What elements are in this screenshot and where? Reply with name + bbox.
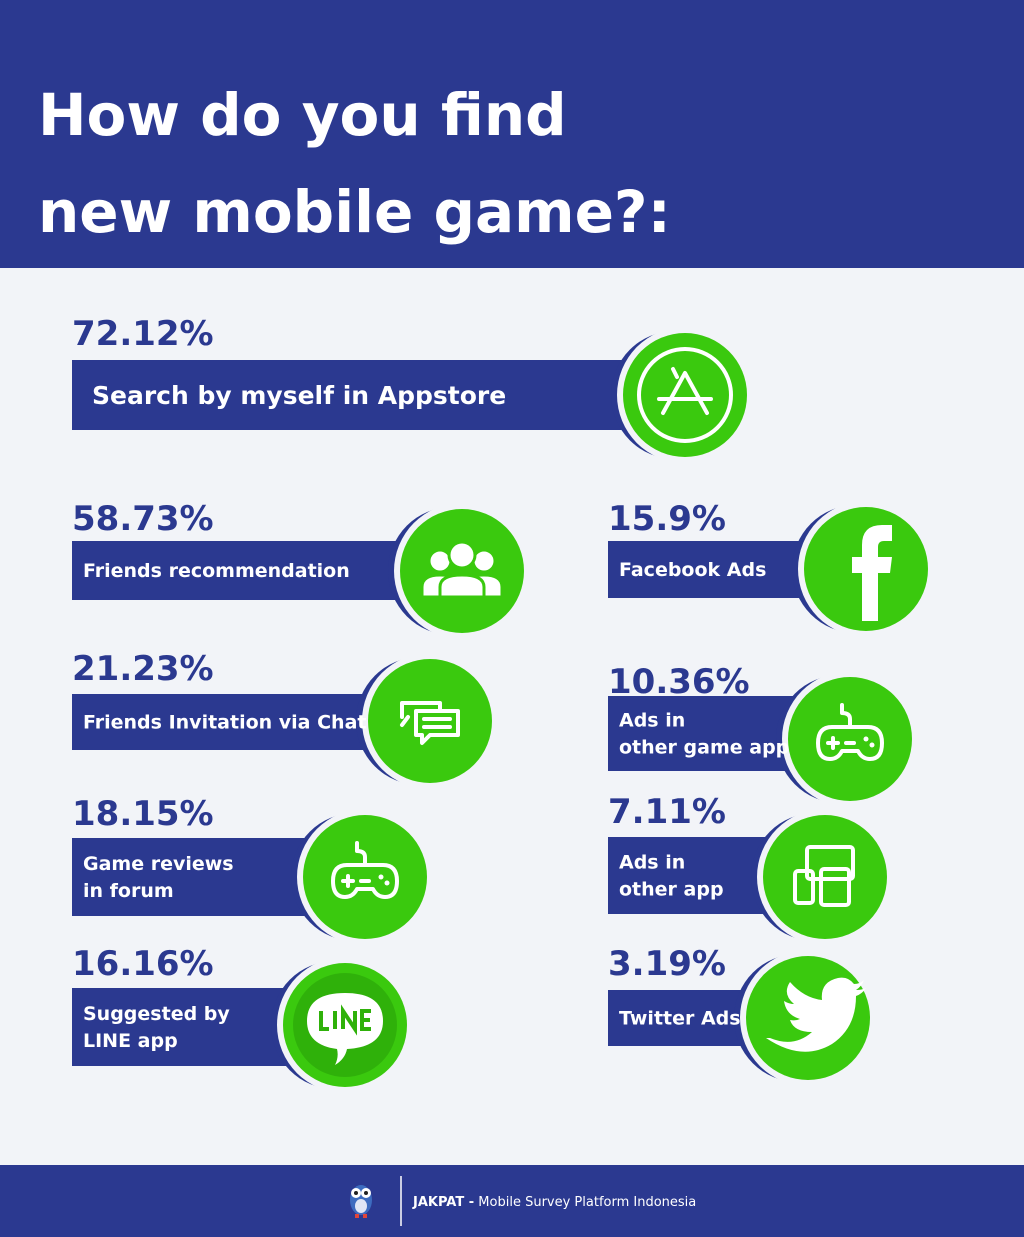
percent: 18.15% (72, 794, 214, 834)
icon-part (438, 573, 486, 599)
label-bar (72, 694, 390, 750)
icon-part (331, 863, 399, 899)
icon-part (863, 736, 869, 742)
label-line: Ads in (619, 710, 685, 732)
icon-part (852, 525, 892, 621)
label-line: LINE app (83, 1030, 178, 1052)
icon (293, 973, 397, 1077)
icon-part (869, 742, 875, 748)
item: 21.23% Friends Invitation via Chat (72, 649, 498, 789)
percent: 72.12% (72, 314, 214, 354)
percent: 7.11% (608, 792, 726, 832)
icon-circle (788, 677, 912, 801)
label-line: Twitter Ads (619, 1008, 741, 1030)
label-line: in forum (83, 880, 174, 902)
icon-part (341, 841, 371, 888)
label-bar (72, 360, 640, 430)
percent: 3.19% (608, 944, 726, 984)
label-line: Search by myself in Appstore (92, 381, 506, 410)
footer-text: JAKPAT - Mobile Survey Platform Indonesi… (412, 1195, 696, 1210)
icon (793, 845, 855, 907)
percent: 10.36% (608, 662, 750, 702)
icon-part (637, 347, 733, 443)
title-line: new mobile game?: (38, 178, 671, 246)
icon (816, 703, 884, 761)
label-line: other app (619, 879, 724, 901)
label-line: other game app (619, 737, 789, 759)
icon-part (826, 703, 856, 750)
icon-part (400, 701, 442, 727)
icon (766, 977, 866, 1052)
label-line: Facebook Ads (619, 559, 766, 581)
label-bar (608, 541, 820, 598)
item: 10.36% Ads in other game app (608, 662, 918, 807)
item: 72.12% Search by myself in Appstore (72, 314, 753, 463)
icon (637, 347, 733, 443)
footer-tagline: Mobile Survey Platform Indonesia (478, 1195, 696, 1210)
item: 16.16% Suggested by LINE app (72, 944, 413, 1093)
label-bar (72, 838, 320, 916)
icon-part (805, 845, 855, 881)
label-line: Game reviews (83, 853, 234, 875)
icon (852, 525, 892, 621)
icon-part (384, 880, 390, 886)
percent: 15.9% (608, 499, 726, 539)
footer-brand: JAKPAT - (412, 1195, 474, 1210)
item: 58.73% Friends recommendation (72, 499, 530, 639)
label-line: Friends Invitation via Chat (83, 712, 366, 734)
icon-circle (400, 509, 524, 633)
percent: 16.16% (72, 944, 214, 984)
icon-circle (623, 333, 747, 457)
icon-part (819, 867, 851, 907)
icon-part (766, 977, 866, 1052)
header-band (0, 0, 1024, 268)
item: 7.11% Ads in other app (608, 792, 893, 945)
label-bar (608, 696, 800, 771)
item: 15.9% Facebook Ads (608, 499, 934, 637)
icon-part (816, 725, 884, 761)
item: 3.19% Twitter Ads (608, 944, 876, 1086)
icon-part (447, 540, 477, 570)
icon-part (414, 709, 460, 745)
label-line: Friends recommendation (83, 560, 350, 582)
percent: 58.73% (72, 499, 214, 539)
percent: 21.23% (72, 649, 214, 689)
title-line: How do you find (38, 81, 567, 149)
icon-circle (303, 815, 427, 939)
label-line: Suggested by (83, 1003, 230, 1025)
icon (400, 701, 460, 745)
icon-part (657, 367, 713, 415)
icon (420, 540, 504, 599)
label-bar (72, 988, 295, 1066)
label-bar (72, 541, 420, 600)
icon (331, 841, 399, 899)
icon-part (378, 874, 384, 880)
icon-part (793, 869, 815, 905)
footer-band (0, 1165, 1024, 1237)
icon-part (319, 1004, 371, 1036)
label-line: Ads in (619, 852, 685, 874)
owl-logo (350, 1185, 372, 1218)
item: 18.15% Game reviews in forum (72, 794, 433, 945)
